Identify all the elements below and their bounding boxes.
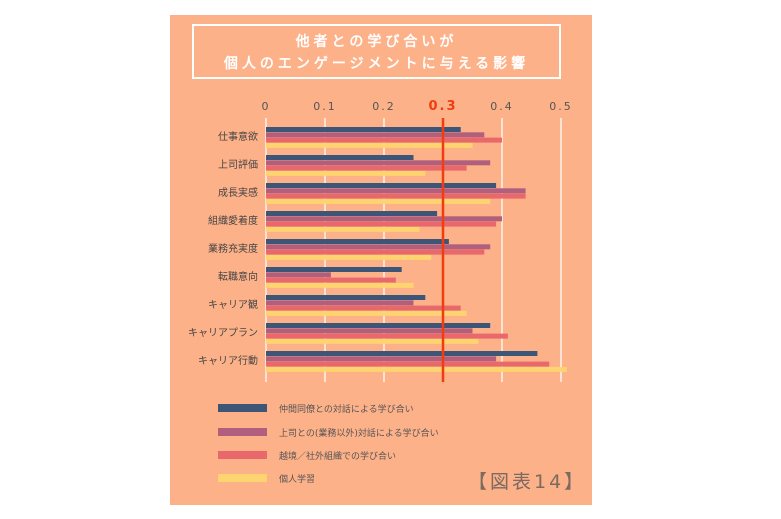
bar bbox=[266, 216, 502, 222]
title-line-1: 他者との学び合いが bbox=[295, 34, 458, 50]
bar bbox=[266, 132, 485, 138]
category-label: 転職意向 bbox=[218, 270, 258, 283]
category-label: キャリアプラン bbox=[188, 327, 258, 339]
bar bbox=[266, 323, 491, 328]
legend-label: 仲間同僚との対話による学び合い bbox=[279, 404, 414, 415]
bar bbox=[266, 211, 438, 216]
bar bbox=[266, 300, 414, 306]
legend-swatch bbox=[218, 428, 267, 436]
bar bbox=[266, 193, 526, 199]
bar bbox=[266, 127, 461, 132]
bar bbox=[266, 188, 526, 194]
x-tick-label: 0.5 bbox=[549, 100, 573, 113]
bar bbox=[266, 239, 449, 244]
legend-item: 越境／社外組織での学び合い bbox=[218, 449, 397, 462]
legend-item: 個人学習 bbox=[218, 472, 316, 485]
legend-swatch bbox=[218, 404, 267, 412]
bar bbox=[266, 137, 502, 143]
legend-item: 上司との(業務以外)対話による学び合い bbox=[218, 426, 439, 439]
legend-label: 個人学習 bbox=[279, 474, 316, 485]
category-label: 組織愛着度 bbox=[208, 214, 258, 227]
bar bbox=[266, 295, 426, 300]
bar bbox=[266, 277, 396, 283]
bar bbox=[266, 333, 508, 339]
legend-swatch bbox=[218, 451, 267, 459]
bar bbox=[266, 305, 461, 311]
figure-label: 【図表14】 bbox=[468, 471, 587, 493]
x-tick-label: 0.4 bbox=[490, 100, 514, 113]
chart-title: 他者との学び合いが 個人のエンゲージメントに与える影響 bbox=[192, 24, 561, 79]
bar bbox=[266, 282, 414, 288]
bar bbox=[266, 310, 467, 316]
x-tick-label: 0.2 bbox=[372, 100, 396, 113]
x-tick-label: 0.3 bbox=[428, 99, 457, 114]
category-label: キャリア行動 bbox=[198, 354, 258, 367]
bar bbox=[266, 361, 550, 367]
bar bbox=[266, 351, 538, 356]
legend-label: 越境／社外組織での学び合い bbox=[279, 451, 397, 462]
bar bbox=[266, 328, 473, 334]
legend-swatch bbox=[218, 474, 267, 482]
category-label: 業務充実度 bbox=[208, 242, 258, 255]
legend-label: 上司との(業務以外)対話による学び合い bbox=[279, 428, 439, 439]
bar bbox=[266, 272, 331, 278]
category-label: 仕事意欲 bbox=[218, 130, 258, 143]
bar bbox=[266, 254, 432, 260]
bar bbox=[266, 338, 479, 344]
legend-item: 仲間同僚との対話による学び合い bbox=[218, 402, 414, 415]
category-label: 上司評価 bbox=[218, 158, 258, 171]
category-label: キャリア観 bbox=[208, 298, 258, 311]
bar bbox=[266, 366, 567, 372]
bar bbox=[266, 165, 467, 171]
bar bbox=[266, 226, 420, 232]
chart-panel: 他者との学び合いが 個人のエンゲージメントに与える影響 0 0.1 0.2 0.3 0.… bbox=[170, 15, 592, 505]
bar bbox=[266, 155, 414, 160]
category-label: 成長実感 bbox=[218, 186, 258, 199]
bar bbox=[266, 221, 497, 227]
bar bbox=[266, 170, 426, 176]
bar-chart: 0 0.1 0.2 0.3 0.4 0.5 仕事意欲上司評価成長実感組織愛着度業務充実度転職… bbox=[188, 99, 573, 382]
bar bbox=[266, 142, 473, 148]
bar bbox=[266, 198, 491, 204]
bar bbox=[266, 244, 491, 250]
x-tick-label: 0 bbox=[262, 100, 271, 113]
title-line-2: 個人のエンゲージメントに与える影響 bbox=[223, 56, 530, 72]
bar bbox=[266, 267, 402, 272]
bar bbox=[266, 356, 497, 362]
bar bbox=[266, 183, 497, 188]
bar bbox=[266, 160, 491, 166]
bar bbox=[266, 249, 485, 255]
x-tick-label: 0.1 bbox=[313, 100, 337, 113]
